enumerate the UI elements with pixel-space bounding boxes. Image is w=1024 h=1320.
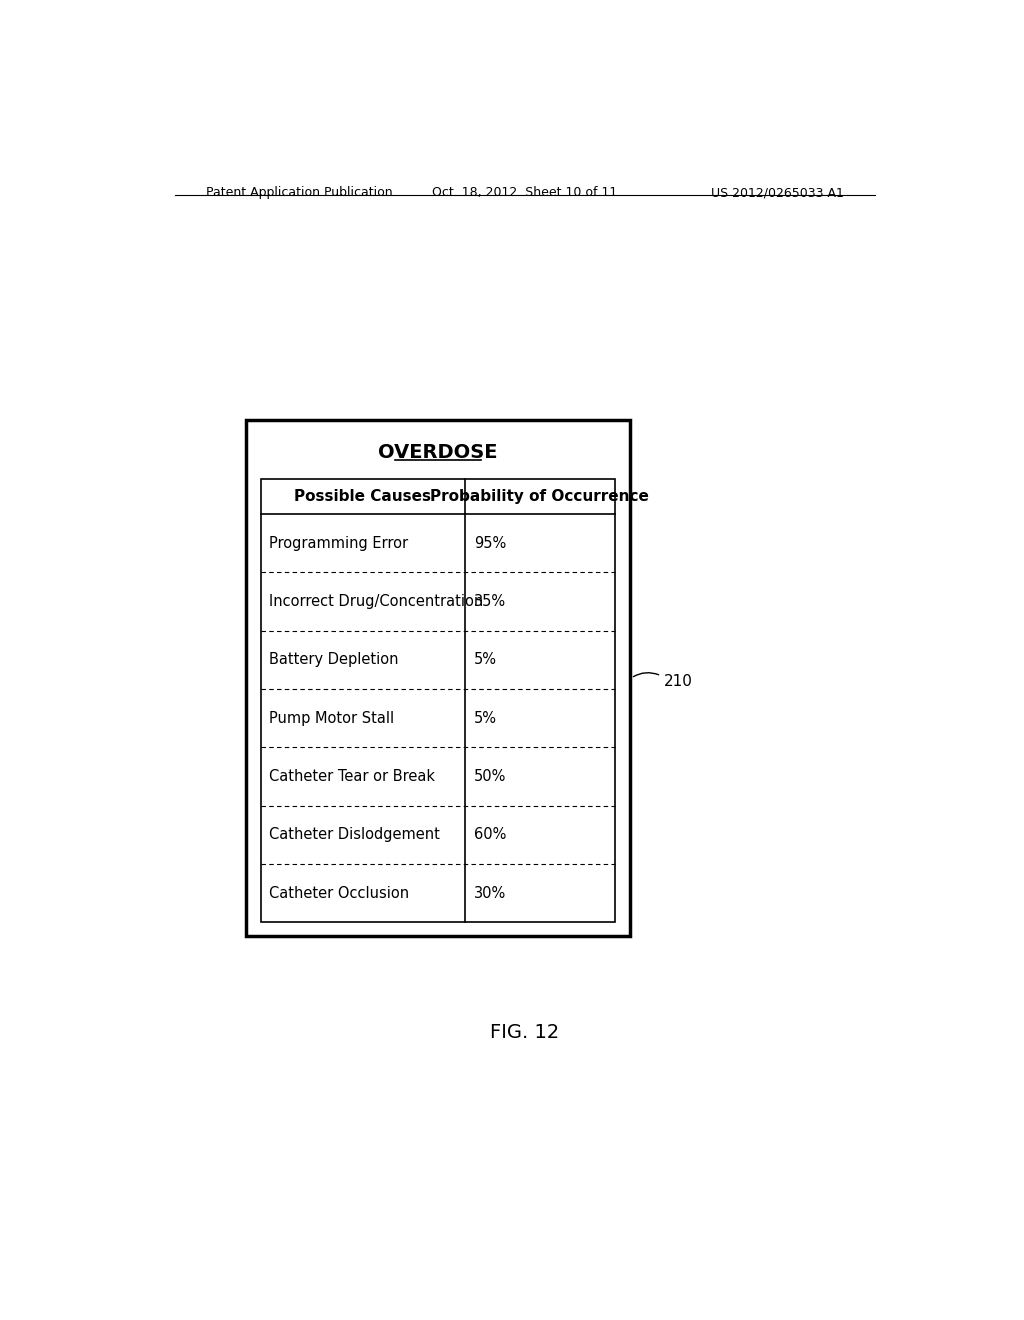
Text: US 2012/0265033 A1: US 2012/0265033 A1: [712, 186, 844, 199]
Text: 5%: 5%: [474, 710, 497, 726]
Text: OVERDOSE: OVERDOSE: [378, 444, 498, 462]
Text: 30%: 30%: [474, 886, 506, 900]
Text: Programming Error: Programming Error: [269, 536, 409, 550]
Text: 95%: 95%: [474, 536, 506, 550]
Text: 210: 210: [665, 675, 693, 689]
Text: Possible Causes: Possible Causes: [295, 488, 431, 504]
Text: 35%: 35%: [474, 594, 506, 609]
FancyArrowPatch shape: [633, 673, 658, 677]
Text: 60%: 60%: [474, 828, 506, 842]
Text: Probability of Occurrence: Probability of Occurrence: [430, 488, 649, 504]
Bar: [261, 479, 614, 923]
Text: Catheter Occlusion: Catheter Occlusion: [269, 886, 410, 900]
Text: Catheter Dislodgement: Catheter Dislodgement: [269, 828, 440, 842]
Text: FIG. 12: FIG. 12: [490, 1023, 559, 1041]
Text: Battery Depletion: Battery Depletion: [269, 652, 398, 668]
Text: Patent Application Publication: Patent Application Publication: [206, 186, 392, 199]
Text: Pump Motor Stall: Pump Motor Stall: [269, 710, 394, 726]
Text: Oct. 18, 2012  Sheet 10 of 11: Oct. 18, 2012 Sheet 10 of 11: [432, 186, 617, 199]
Text: Catheter Tear or Break: Catheter Tear or Break: [269, 770, 435, 784]
Text: 50%: 50%: [474, 770, 506, 784]
Text: Incorrect Drug/Concentration: Incorrect Drug/Concentration: [269, 594, 483, 609]
Text: 5%: 5%: [474, 652, 497, 668]
Bar: [246, 420, 630, 936]
